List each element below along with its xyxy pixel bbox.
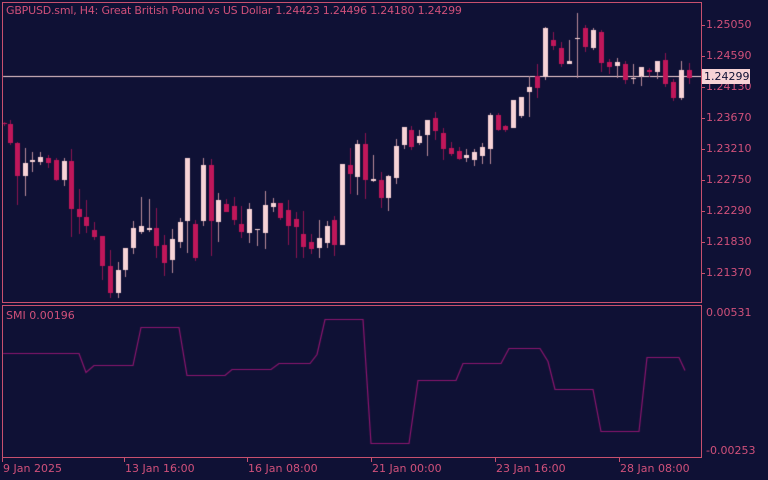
price-tick [701, 118, 705, 119]
price-label: 1.23210 [706, 142, 752, 155]
time-label: 28 Jan 08:00 [620, 462, 690, 475]
time-label: 23 Jan 16:00 [496, 462, 566, 475]
price-tick [701, 242, 705, 243]
time-label: 16 Jan 08:00 [248, 462, 318, 475]
main-chart-frame[interactable] [2, 2, 702, 303]
indicator-frame[interactable] [2, 305, 702, 458]
time-tick [619, 458, 620, 462]
chart-title: GBPUSD.sml, H4: Great British Pound vs U… [6, 4, 462, 17]
price-tick [701, 149, 705, 150]
price-tick [701, 273, 705, 274]
time-tick [124, 458, 125, 462]
price-tick [701, 180, 705, 181]
price-tick [701, 87, 705, 88]
time-label: 21 Jan 00:00 [372, 462, 442, 475]
indicator-title: SMI 0.00196 [6, 309, 75, 322]
price-label: 1.22290 [706, 204, 752, 217]
time-tick [495, 458, 496, 462]
time-tick [371, 458, 372, 462]
price-label: 1.21830 [706, 235, 752, 248]
time-tick [247, 458, 248, 462]
indicator-label: -0.00253 [706, 444, 756, 457]
time-label: 13 Jan 16:00 [125, 462, 195, 475]
price-label: 1.22750 [706, 173, 752, 186]
time-tick [2, 458, 3, 462]
price-label: 1.21370 [706, 266, 752, 279]
price-label: 1.25050 [706, 18, 752, 31]
time-label: 9 Jan 2025 [3, 462, 62, 475]
price-tick [701, 25, 705, 26]
price-tick [701, 211, 705, 212]
indicator-label: 0.00531 [706, 306, 752, 319]
price-label: 1.24590 [706, 49, 752, 62]
price-label: 1.23670 [706, 111, 752, 124]
price-tick [701, 56, 705, 57]
current-price-label: 1.24299 [702, 69, 750, 84]
